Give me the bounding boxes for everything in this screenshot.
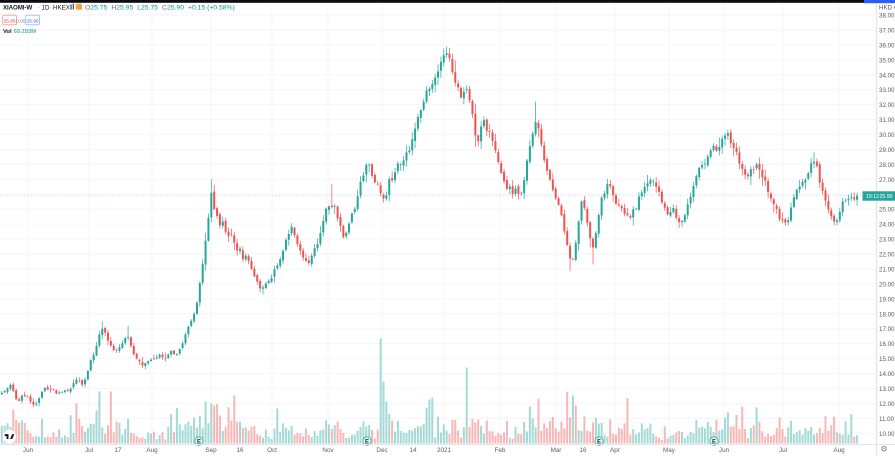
- svg-text:⚙: ⚙: [880, 445, 887, 454]
- svg-text:16: 16: [579, 447, 587, 454]
- svg-text:19.00: 19.00: [879, 296, 895, 303]
- svg-text:Oct: Oct: [267, 447, 277, 454]
- svg-text:Dec: Dec: [376, 447, 387, 454]
- svg-text:HKD ▾: HKD ▾: [879, 5, 895, 12]
- svg-text:20.00: 20.00: [879, 281, 895, 288]
- svg-text:19:12: 19:12: [866, 194, 879, 200]
- svg-text:30.00: 30.00: [879, 132, 895, 139]
- svg-text:12.00: 12.00: [879, 401, 895, 408]
- svg-text:33.00: 33.00: [879, 87, 895, 94]
- svg-text:2021: 2021: [437, 447, 452, 454]
- svg-text:31.00: 31.00: [879, 117, 895, 124]
- svg-text:Apr: Apr: [610, 447, 620, 454]
- svg-text:Jun: Jun: [23, 447, 34, 454]
- svg-text:16.00: 16.00: [879, 341, 895, 348]
- svg-text:23.00: 23.00: [879, 237, 895, 244]
- svg-text:14.00: 14.00: [879, 371, 895, 378]
- svg-text:13.00: 13.00: [879, 386, 895, 393]
- svg-text:69.293M: 69.293M: [14, 29, 37, 35]
- svg-text:18.00: 18.00: [879, 311, 895, 318]
- svg-text:Vol: Vol: [3, 29, 12, 35]
- svg-text:Feb: Feb: [495, 447, 506, 454]
- svg-text:10.00: 10.00: [879, 431, 895, 438]
- svg-text:25.85: 25.85: [4, 18, 16, 24]
- svg-text:22.00: 22.00: [879, 252, 895, 259]
- svg-text:16: 16: [236, 447, 244, 454]
- svg-text:14: 14: [409, 447, 417, 454]
- svg-text:21.00: 21.00: [879, 266, 895, 273]
- svg-text:Jun: Jun: [719, 447, 730, 454]
- svg-text:·: ·: [50, 5, 52, 12]
- svg-text:Jul: Jul: [779, 447, 787, 454]
- svg-text:29.00: 29.00: [879, 147, 895, 154]
- svg-text:36.00: 36.00: [879, 42, 895, 49]
- svg-text:32.00: 32.00: [879, 102, 895, 109]
- svg-text:Aug: Aug: [833, 447, 845, 454]
- svg-text:25.90: 25.90: [27, 18, 39, 24]
- svg-text:·: ·: [38, 5, 40, 12]
- svg-text:11.00: 11.00: [879, 416, 895, 423]
- svg-text:25.90: 25.90: [880, 194, 893, 200]
- svg-text:Jul: Jul: [85, 447, 93, 454]
- svg-text:17: 17: [114, 447, 122, 454]
- svg-text:May: May: [663, 447, 676, 454]
- svg-text:34.00: 34.00: [879, 72, 895, 79]
- svg-text:24.00: 24.00: [879, 222, 895, 229]
- svg-text:38.00: 38.00: [879, 13, 895, 20]
- svg-text:Nov: Nov: [322, 447, 334, 454]
- svg-text:25.00: 25.00: [879, 207, 895, 214]
- svg-text:HKEX: HKEX: [53, 5, 70, 12]
- svg-text:37.00: 37.00: [879, 27, 895, 34]
- svg-text:0.05: 0.05: [16, 18, 26, 24]
- svg-text:35.00: 35.00: [879, 57, 895, 64]
- svg-text:Sep: Sep: [205, 447, 217, 454]
- svg-text:XIAOMI-W: XIAOMI-W: [3, 5, 32, 12]
- svg-text:28.00: 28.00: [879, 162, 895, 169]
- svg-text:Mar: Mar: [551, 447, 562, 454]
- svg-text:Aug: Aug: [146, 447, 158, 454]
- svg-text:15.00: 15.00: [879, 356, 895, 363]
- svg-text:27.00: 27.00: [879, 177, 895, 184]
- svg-text:17.00: 17.00: [879, 326, 895, 333]
